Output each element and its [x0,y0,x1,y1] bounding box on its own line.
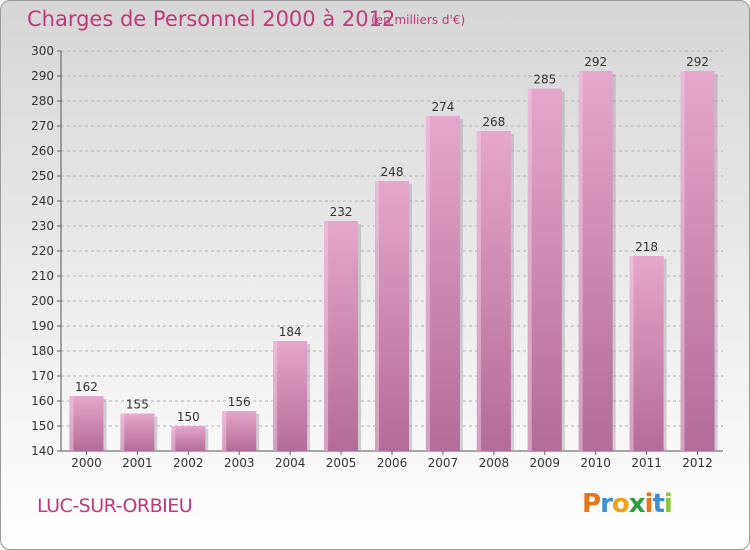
bar [578,71,613,451]
y-tick-label: 240 [31,194,54,208]
bar [69,396,104,451]
bar-highlight [273,341,278,451]
y-tick-label: 270 [31,119,54,133]
x-tick-label: 2005 [326,456,357,470]
bar [476,131,511,451]
x-tick-label: 2003 [224,456,255,470]
y-tick-label: 150 [31,419,54,433]
data-label: 218 [635,240,658,254]
bar-highlight [527,88,532,451]
x-tick-label: 2002 [173,456,204,470]
y-tick-label: 210 [31,269,54,283]
data-label: 156 [228,395,251,409]
data-label: 292 [686,55,709,69]
bar-highlight [629,256,634,451]
y-tick-label: 220 [31,244,54,258]
bar [425,116,460,451]
bar-highlight [578,71,583,451]
data-label: 248 [381,165,404,179]
logo-letter: x [628,489,646,519]
y-tick-label: 190 [31,319,54,333]
bar-highlight [680,71,685,451]
bar [680,71,715,451]
bar [324,221,359,451]
logo-letter: i [663,489,673,519]
y-tick-label: 290 [31,69,54,83]
x-tick-label: 2010 [580,456,611,470]
place-name: LUC-SUR-ORBIEU [37,495,193,517]
y-tick-label: 280 [31,94,54,108]
y-tick-label: 300 [31,44,54,58]
bar-highlight [69,396,74,451]
logo-letter: P [582,489,601,519]
data-label: 184 [279,325,302,339]
logo-letter: i [644,489,654,519]
bar-highlight [171,426,176,451]
bar [171,426,206,451]
logo-letter: r [600,489,613,519]
x-tick-label: 2008 [479,456,510,470]
data-label: 232 [330,205,353,219]
bar [120,413,155,451]
data-label: 150 [177,410,200,424]
bar [629,256,664,451]
y-tick-label: 230 [31,219,54,233]
x-tick-label: 2006 [377,456,408,470]
data-label: 162 [75,380,98,394]
bar-highlight [375,181,379,451]
chart-title: Charges de Personnel 2000 à 2012 [27,7,396,31]
bar [222,411,257,451]
y-tick-label: 180 [31,344,54,358]
bar-highlight [476,131,481,451]
proxiti-logo[interactable]: Proxiti [582,489,673,519]
data-label: 274 [431,100,454,114]
bar-highlight [425,116,430,451]
chart-subtitle: (en milliers d'€) [371,13,466,27]
x-tick-label: 2012 [682,456,713,470]
x-tick-label: 2000 [71,456,102,470]
bar-highlight [222,411,227,451]
data-label: 268 [482,115,505,129]
x-tick-label: 2009 [529,456,560,470]
x-tick-label: 2001 [122,456,153,470]
x-tick-label: 2011 [631,456,662,470]
bar-highlight [324,221,329,451]
logo-letter: t [652,489,664,519]
y-tick-label: 250 [31,169,54,183]
y-tick-label: 200 [31,294,54,308]
bar [375,181,409,451]
data-label: 292 [584,55,607,69]
bar [273,341,308,451]
y-tick-label: 140 [31,444,54,458]
bar [527,88,562,451]
logo-letter: o [611,489,630,519]
data-label: 285 [533,73,556,87]
x-tick-label: 2007 [428,456,459,470]
data-label: 155 [126,398,149,412]
y-tick-label: 160 [31,394,54,408]
y-tick-label: 170 [31,369,54,383]
x-tick-label: 2004 [275,456,306,470]
y-tick-label: 260 [31,144,54,158]
bar-highlight [120,413,125,451]
